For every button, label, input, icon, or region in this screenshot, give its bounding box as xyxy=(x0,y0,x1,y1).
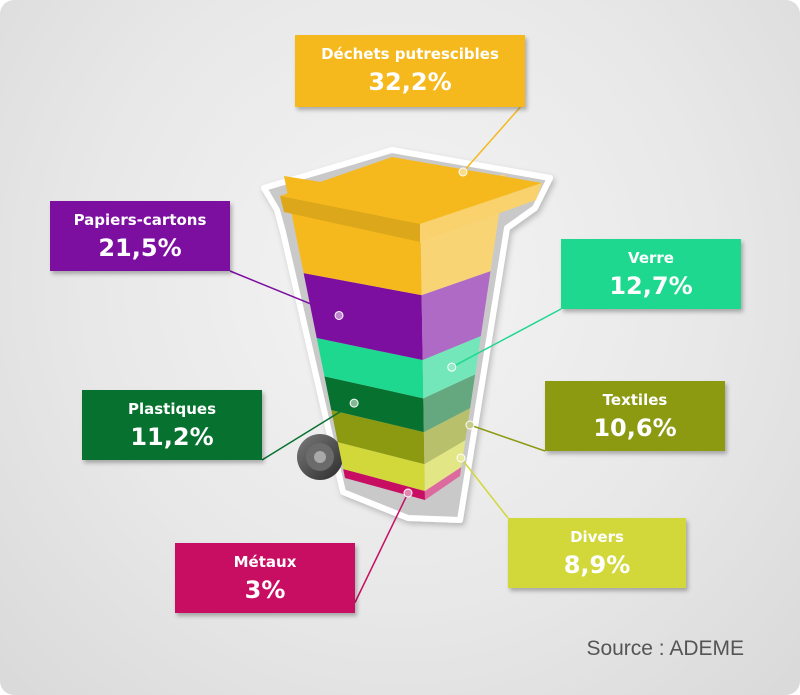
label-box-dechets-putrescibles: Déchets putrescibles 32,2% xyxy=(295,35,525,107)
leader-dot-divers xyxy=(456,453,466,463)
layer-divers xyxy=(337,440,466,491)
label-box-textiles: Textiles 10,6% xyxy=(545,381,725,451)
layer-face-right-plastiques xyxy=(423,374,476,433)
lid-top xyxy=(280,157,542,224)
layer-face-left-textiles xyxy=(331,410,425,465)
layer-face-left-divers xyxy=(337,442,425,491)
leader-lines xyxy=(229,106,562,603)
data-label: 11,2% xyxy=(130,423,214,451)
label-box-plastiques: Plastiques 11,2% xyxy=(82,390,262,460)
category-label: Plastiques xyxy=(127,400,216,418)
data-label: 12,7% xyxy=(609,272,693,300)
layer-face-right-textiles xyxy=(423,408,471,465)
data-label: 10,6% xyxy=(593,414,677,442)
leader-line-papiers-cartons xyxy=(229,270,340,317)
leader-dot-plastiques xyxy=(349,398,359,408)
leader-line-metaux xyxy=(354,492,409,603)
category-label: Verre xyxy=(628,249,674,267)
leader-dot-papiers-cartons xyxy=(334,310,344,320)
leader-line-textiles xyxy=(469,424,546,452)
layer-face-right-papiers-cartons xyxy=(421,271,491,361)
layer-textiles xyxy=(331,408,471,465)
layer-face-left-plastiques xyxy=(324,376,424,433)
bin-wheel xyxy=(297,434,343,480)
label-box-verre: Verre 12,7% xyxy=(561,239,741,309)
layer-face-right-metaux xyxy=(424,466,462,500)
data-label: 32,2% xyxy=(368,68,452,96)
category-label: Déchets putrescibles xyxy=(321,45,499,63)
leader-line-verre xyxy=(451,308,562,368)
label-box-metaux: Métaux 3% xyxy=(175,543,355,613)
lid-front-left xyxy=(280,196,420,242)
data-label: 8,9% xyxy=(563,551,631,579)
source-text: Source : ADEME xyxy=(586,637,744,660)
lid-front-right xyxy=(420,183,542,242)
data-label: 21,5% xyxy=(98,234,182,262)
layer-face-right-divers xyxy=(424,440,466,491)
bin-lid xyxy=(280,157,542,242)
label-box-papiers-cartons: Papiers-cartons 21,5% xyxy=(50,201,230,271)
category-label: Textiles xyxy=(602,391,668,409)
layer-papiers-cartons xyxy=(303,271,491,361)
layer-face-left-papiers-cartons xyxy=(303,273,423,361)
layer-plastiques xyxy=(324,374,476,433)
leader-dot-verre xyxy=(447,362,457,372)
category-label: Métaux xyxy=(233,553,297,571)
leader-line-divers xyxy=(460,457,509,519)
leader-dot-metaux xyxy=(403,488,413,498)
layer-face-left-verre xyxy=(316,338,424,399)
data-label: 3% xyxy=(244,576,286,604)
category-label: Divers xyxy=(570,528,624,546)
category-label: Papiers-cartons xyxy=(73,211,207,229)
leader-dot-textiles xyxy=(465,420,475,430)
label-box-divers: Divers 8,9% xyxy=(508,518,686,588)
leader-dot-dechets-putrescibles xyxy=(458,167,468,177)
leader-line-dechets-putrescibles xyxy=(462,106,521,173)
leader-line-plastiques xyxy=(261,402,355,461)
